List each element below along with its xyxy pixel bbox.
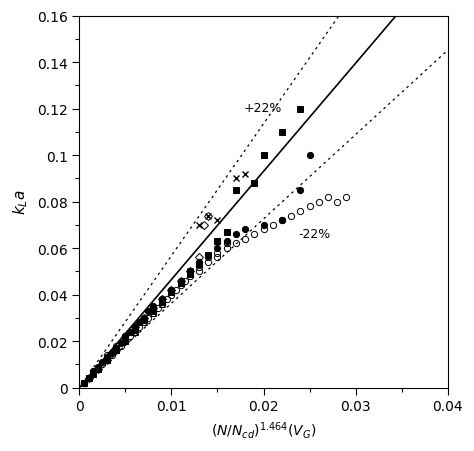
Text: -22%: -22% — [299, 227, 331, 240]
Y-axis label: $k_L a$: $k_L a$ — [11, 189, 30, 215]
X-axis label: $(N/N_{cd})^{1.464}(V_G)$: $(N/N_{cd})^{1.464}(V_G)$ — [211, 419, 316, 440]
Text: +22%: +22% — [243, 102, 282, 115]
